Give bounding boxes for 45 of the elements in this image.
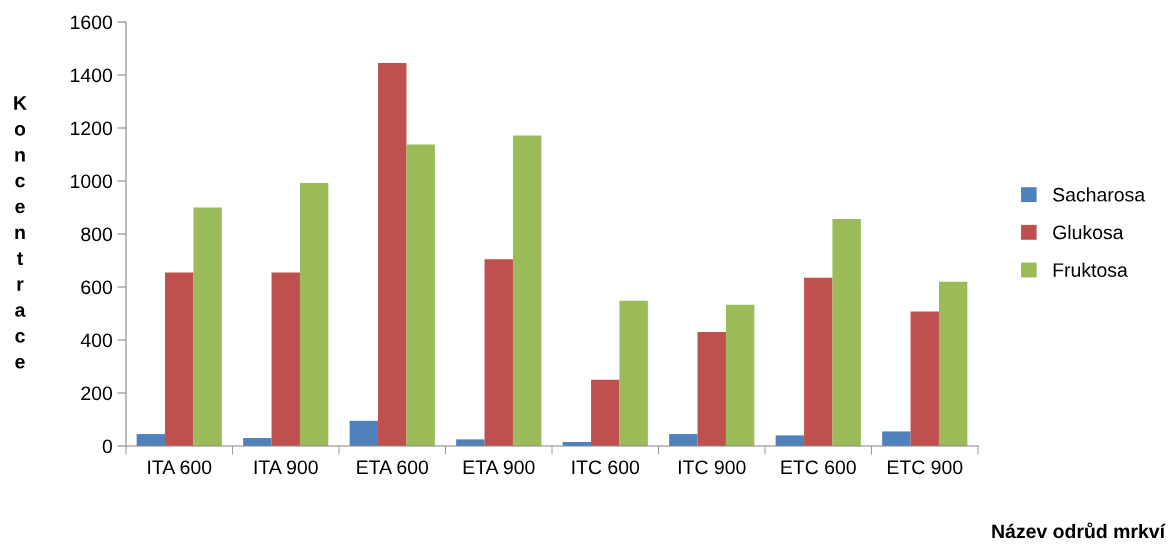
x-tick-label: ETA 900	[463, 460, 535, 475]
bar	[591, 379, 620, 446]
x-tick-label: ITA 900	[254, 460, 318, 475]
bar	[832, 218, 861, 446]
y-tick-label: 1200	[71, 121, 113, 136]
bar	[882, 431, 911, 446]
bar	[271, 272, 300, 446]
legend-label: Sacharosa	[1053, 187, 1146, 202]
bar	[299, 183, 329, 446]
bar	[136, 434, 166, 446]
bar	[725, 304, 755, 446]
y-tick-label: 800	[81, 227, 113, 242]
bar	[193, 207, 222, 446]
bar	[512, 135, 542, 446]
y-tick-label: 200	[81, 386, 113, 401]
x-axis-title: Název odrůd mrkví	[992, 522, 1166, 539]
y-tick-label: 1400	[71, 68, 113, 83]
bar	[938, 281, 968, 446]
x-tick-label: ITC 600	[572, 460, 640, 475]
bar	[378, 63, 407, 446]
bar	[619, 300, 648, 446]
x-tick-label: ETA 600	[357, 460, 429, 475]
bar	[243, 438, 272, 446]
y-tick-label: 600	[81, 280, 113, 295]
x-tick-label: ETC 600	[781, 460, 856, 475]
bar	[165, 272, 194, 446]
bar	[406, 144, 435, 446]
bar	[456, 439, 485, 446]
legend-label: Glukosa	[1053, 224, 1124, 240]
bar	[349, 420, 379, 446]
bar	[910, 311, 939, 446]
y-tick-label: 1000	[71, 174, 113, 189]
y-tick-label: 0	[102, 439, 113, 454]
x-tick-label: ITC 900	[678, 460, 746, 475]
bar	[775, 435, 805, 446]
x-tick-label: ETC 900	[887, 460, 963, 475]
legend-label: Fruktosa	[1053, 262, 1128, 277]
text: Koncentrace	[14, 96, 27, 369]
y-tick-label: 400	[80, 333, 113, 348]
bar	[804, 277, 833, 446]
x-tick-label: ITA 600	[148, 460, 212, 475]
y-tick-label: 1600	[71, 15, 113, 30]
bar	[484, 259, 513, 446]
bar	[669, 434, 698, 446]
bar	[697, 332, 726, 446]
